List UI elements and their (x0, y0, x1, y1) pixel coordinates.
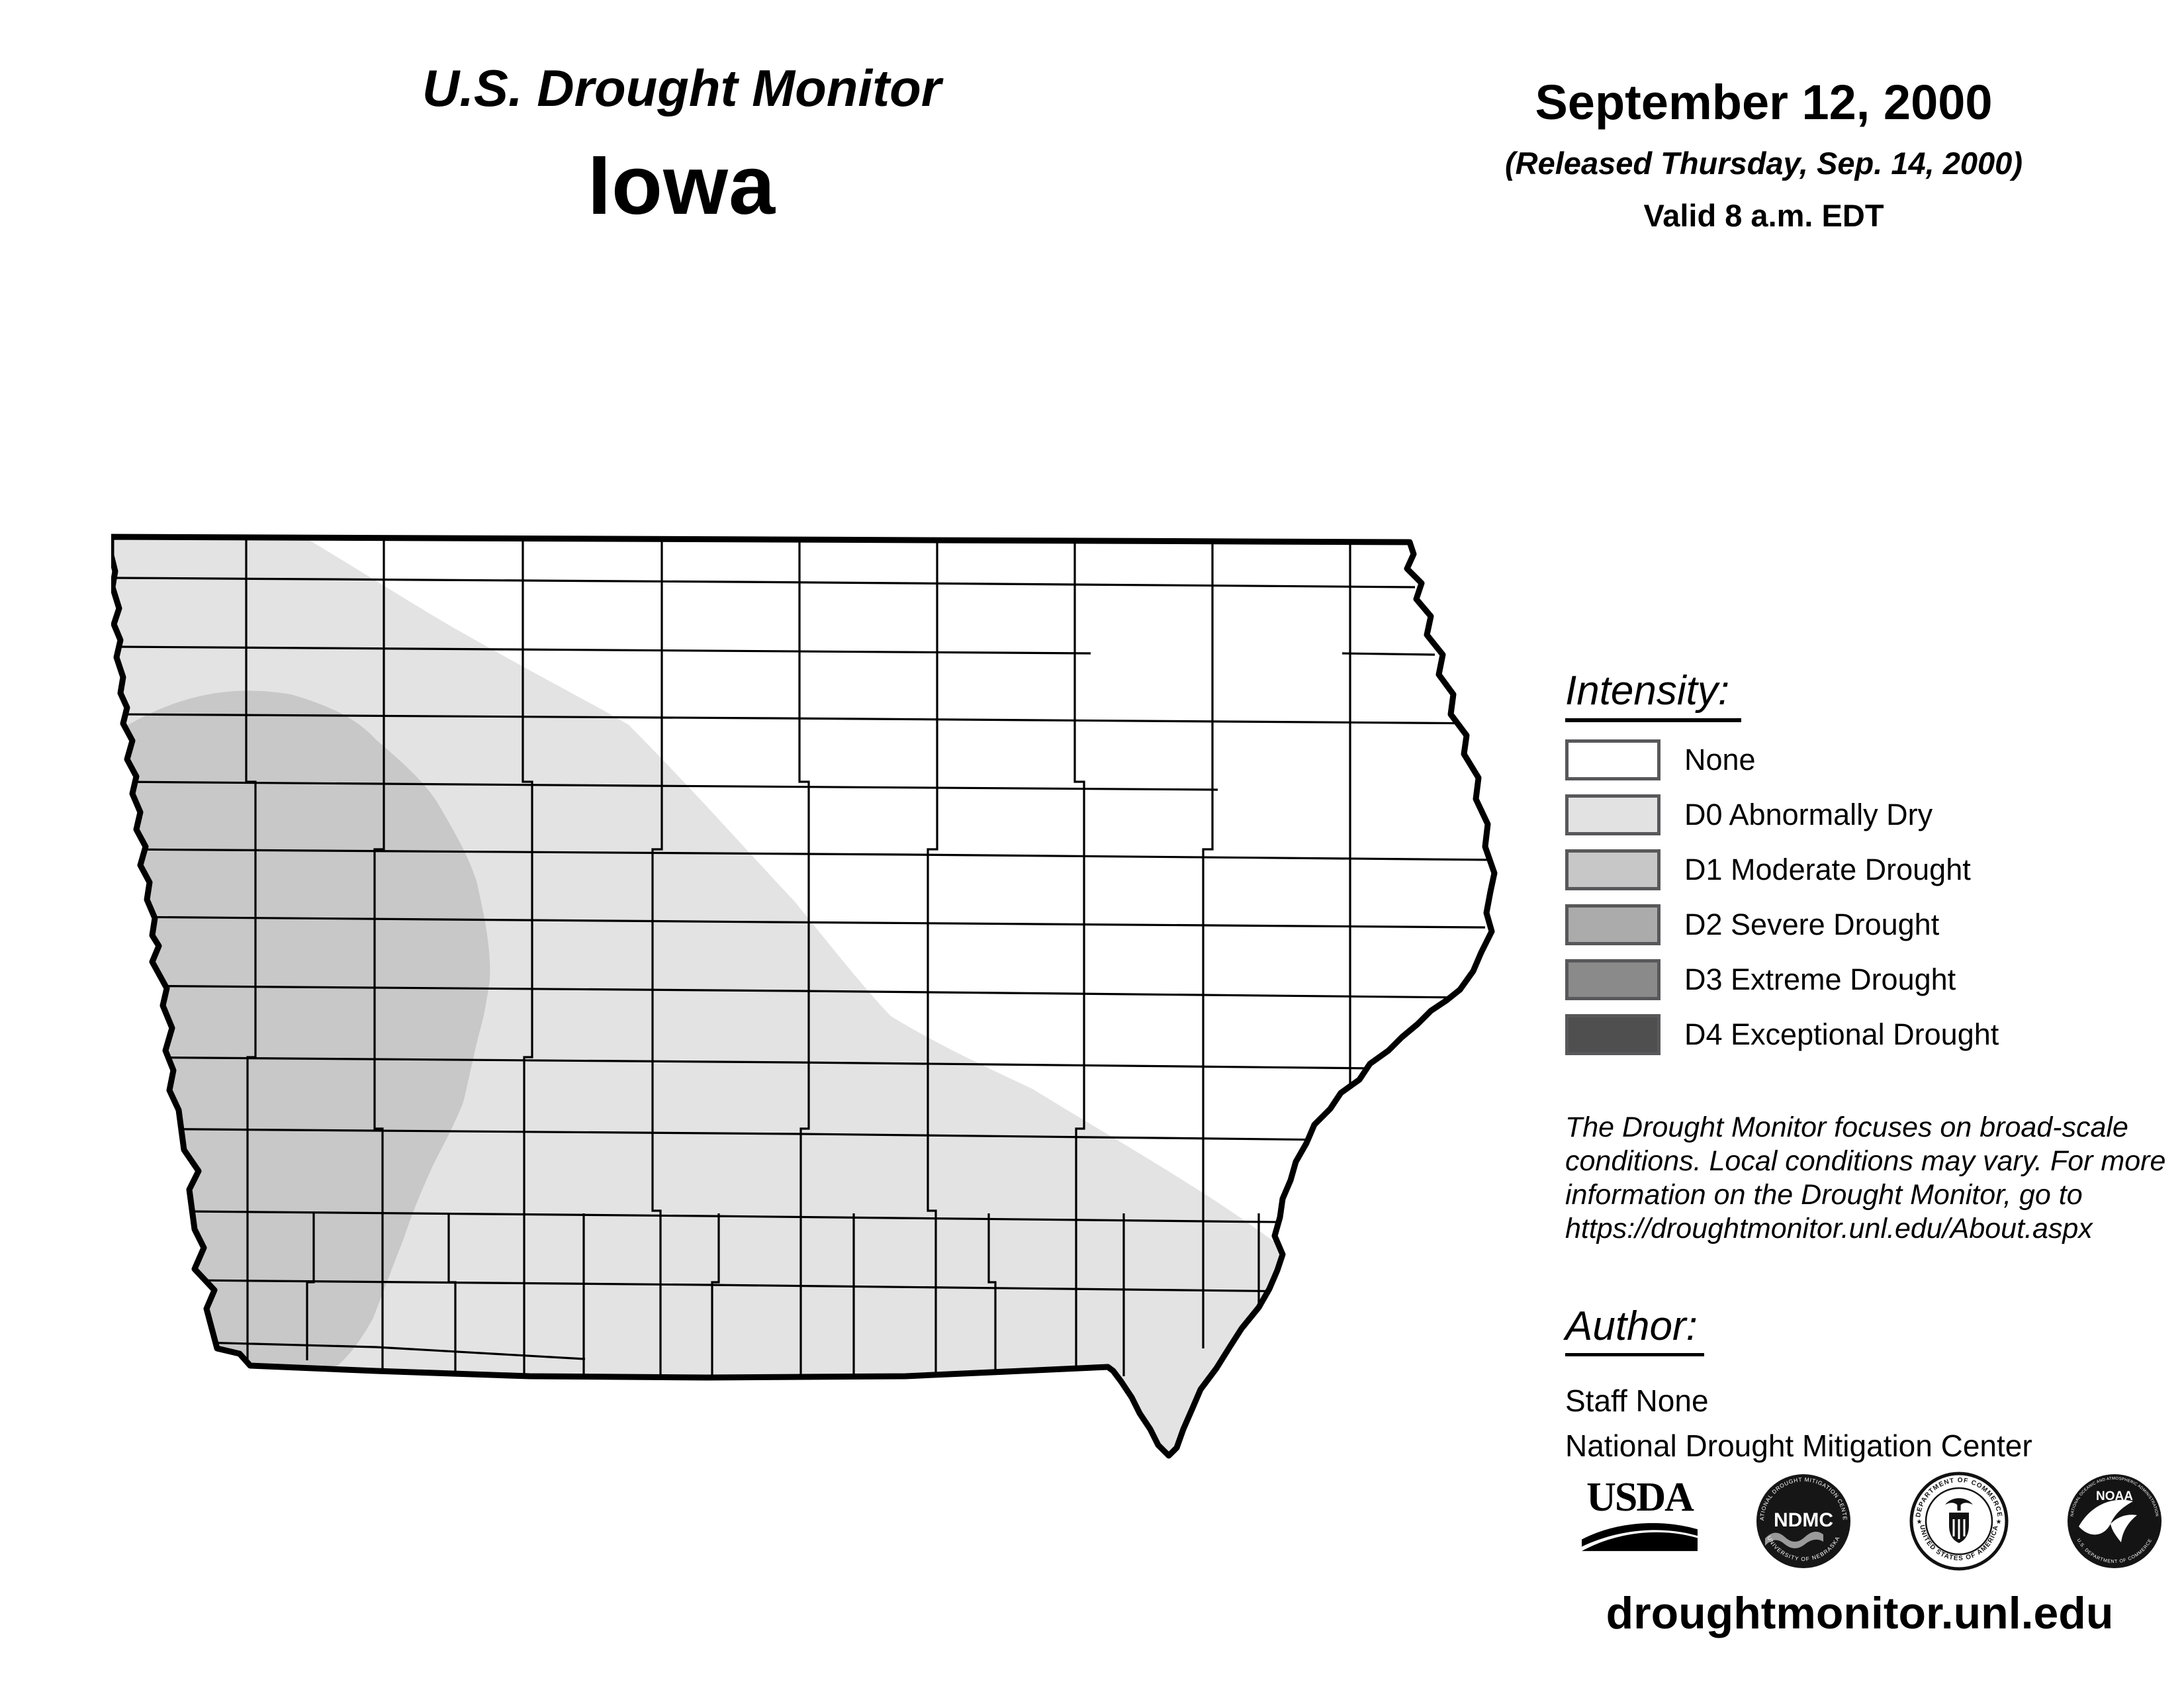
legend-swatch-none (1565, 739, 1661, 780)
author-name: Staff None (1565, 1383, 1709, 1418)
iowa-drought-map (111, 533, 1502, 1462)
usda-logo: USDA (1582, 1475, 1698, 1564)
county-lines (113, 538, 1494, 1380)
legend-items: None D0 Abnormally Dry D1 Moderate Droug… (1565, 739, 2174, 1055)
author-heading: Author: (1565, 1303, 1704, 1356)
commerce-star-left: ★ (1917, 1519, 1923, 1526)
legend-item-label: D1 Moderate Drought (1684, 853, 1971, 886)
d0-region (111, 537, 1353, 1456)
legend-swatch-d4 (1565, 1014, 1661, 1055)
usda-swoosh-icon (1582, 1523, 1698, 1552)
noaa-logo-text: NOAA (2096, 1489, 2133, 1503)
legend-heading: Intensity: (1565, 667, 1742, 722)
legend-swatch-d0 (1565, 794, 1661, 835)
logo-row: USDA NDMC NATIONAL DROUGHT MITIGATION CE… (1582, 1471, 2164, 1571)
valid-time: Valid 8 a.m. EDT (1643, 198, 1884, 233)
legend-item: None (1565, 739, 2174, 780)
legend-item-label: None (1684, 743, 1756, 776)
author-org: National Drought Mitigation Center (1565, 1429, 2032, 1463)
commerce-star-right: ★ (1996, 1519, 2002, 1526)
legend-item-label: D4 Exceptional Drought (1684, 1017, 1999, 1051)
site-url: droughtmonitor.unl.edu (1606, 1588, 2114, 1638)
legend-item-label: D3 Extreme Drought (1684, 962, 1956, 996)
legend-item-label: D0 Abnormally Dry (1684, 798, 1933, 831)
noaa-logo: NOAA NATIONAL OCEANIC AND ATMOSPHERIC AD… (2068, 1474, 2161, 1568)
release-date: (Released Thursday, Sep. 14, 2000) (1505, 146, 2023, 181)
commerce-seal-logo: DEPARTMENT OF COMMERCE UNITED STATES OF … (1909, 1472, 2009, 1571)
legend: Intensity: None D0 Abnormally Dry D1 Mod… (1565, 667, 2174, 1069)
ndmc-logo: NDMC NATIONAL DROUGHT MITIGATION CENTER … (1756, 1474, 1850, 1568)
legend-item: D3 Extreme Drought (1565, 959, 2174, 1000)
legend-swatch-d2 (1565, 904, 1661, 945)
report-date: September 12, 2000 (1535, 75, 1993, 130)
legend-item: D0 Abnormally Dry (1565, 794, 2174, 835)
date-block: September 12, 2000 (Released Thursday, S… (1423, 74, 2105, 234)
usda-logo-text: USDA (1586, 1475, 1694, 1520)
state-name: Iowa (587, 138, 776, 232)
legend-swatch-d3 (1565, 959, 1661, 1000)
legend-item: D1 Moderate Drought (1565, 849, 2174, 890)
title-block: U.S. Drought Monitor Iowa (218, 58, 1145, 233)
page-title: U.S. Drought Monitor (422, 59, 942, 117)
legend-item: D2 Severe Drought (1565, 904, 2174, 945)
disclaimer-text: The Drought Monitor focuses on broad-sca… (1565, 1111, 2166, 1244)
legend-item: D4 Exceptional Drought (1565, 1014, 2174, 1055)
commerce-eagle-icon (1945, 1498, 1973, 1511)
legend-swatch-d1 (1565, 849, 1661, 890)
legend-item-label: D2 Severe Drought (1684, 908, 1940, 941)
commerce-shield-icon (1949, 1513, 1969, 1543)
author-block: Author: Staff None National Drought Miti… (1565, 1303, 2169, 1464)
ndmc-logo-text: NDMC (1774, 1509, 1833, 1531)
